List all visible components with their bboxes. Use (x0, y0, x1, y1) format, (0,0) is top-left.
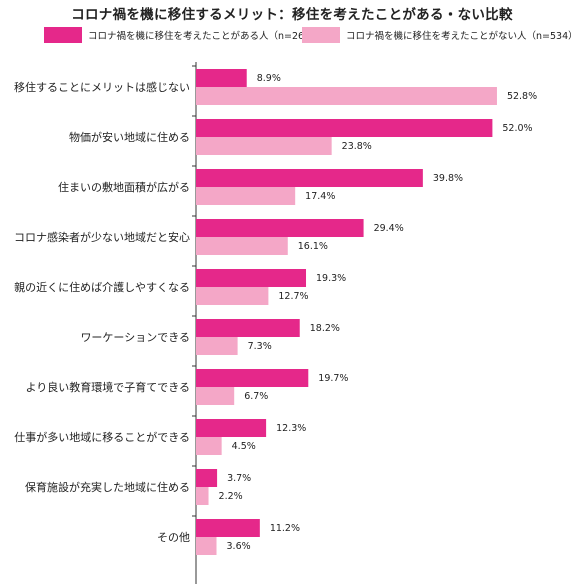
data-label-considered: 3.7% (227, 473, 251, 484)
data-label-considered: 19.3% (316, 273, 346, 284)
category-label: 住まいの敷地面積が広がる (58, 180, 190, 194)
bar-not-considered (196, 237, 288, 255)
legend-swatch-considered (44, 27, 82, 43)
bar-considered (196, 169, 423, 187)
bar-considered (196, 469, 218, 487)
data-label-not-considered: 6.7% (244, 391, 268, 402)
bar-considered (196, 369, 309, 387)
data-label-considered: 12.3% (276, 423, 306, 434)
category-label: その他 (157, 531, 190, 544)
data-label-considered: 29.4% (374, 223, 404, 234)
bar-considered (196, 269, 307, 287)
bar-not-considered (196, 337, 238, 355)
bar-not-considered (196, 87, 497, 105)
legend-label-considered: コロナ禍を機に移住を考えたことがある人（n=269） (88, 31, 320, 42)
category-label: コロナ感染者が少ない地域だと安心 (14, 230, 190, 244)
data-label-considered: 11.2% (270, 523, 300, 534)
data-label-not-considered: 2.2% (219, 491, 243, 502)
bar-not-considered (196, 437, 222, 455)
category-label: ワーケーションできる (80, 331, 190, 344)
bar-not-considered (196, 187, 296, 205)
data-label-considered: 8.9% (257, 73, 281, 84)
data-label-not-considered: 7.3% (248, 341, 272, 352)
legend-label-not-considered: コロナ禍を機に移住を考えたことがない人（n=534） (346, 31, 578, 42)
data-label-not-considered: 12.7% (278, 291, 308, 302)
legend-item-considered: コロナ禍を機に移住を考えたことがある人（n=269） (44, 27, 320, 43)
bar-not-considered (196, 487, 209, 505)
legend-item-not-considered: コロナ禍を機に移住を考えたことがない人（n=534） (302, 27, 578, 43)
data-label-not-considered: 16.1% (298, 241, 328, 252)
category-label: 移住することにメリットは感じない (14, 80, 190, 94)
data-label-considered: 19.7% (318, 373, 348, 384)
bar-considered (196, 319, 300, 337)
bar-considered (196, 219, 364, 237)
category-label: より良い教育環境で子育てできる (25, 380, 190, 394)
data-label-not-considered: 23.8% (342, 141, 372, 152)
bar-not-considered (196, 287, 269, 305)
category-label: 親の近くに住めば介護しやすくなる (14, 280, 190, 294)
bar-considered (196, 69, 247, 87)
category-label: 仕事が多い地域に移ることができる (14, 430, 190, 444)
data-label-not-considered: 4.5% (232, 441, 256, 452)
bar-considered (196, 419, 267, 437)
bar-not-considered (196, 537, 217, 555)
data-label-not-considered: 52.8% (507, 91, 537, 102)
data-label-considered: 39.8% (433, 173, 463, 184)
bar-not-considered (196, 387, 235, 405)
category-label: 物価が安い地域に住める (69, 130, 190, 144)
data-label-not-considered: 3.6% (227, 541, 251, 552)
bar-considered (196, 119, 493, 137)
bar-not-considered (196, 137, 332, 155)
data-label-considered: 52.0% (502, 123, 532, 134)
category-label: 保育施設が充実した地域に住める (25, 480, 190, 494)
data-label-considered: 18.2% (310, 323, 340, 334)
bar-considered (196, 519, 260, 537)
legend-swatch-not-considered (302, 27, 340, 43)
chart-title: コロナ禍を機に移住するメリット：移住を考えたことがある・ない比較 (71, 7, 513, 23)
data-label-not-considered: 17.4% (305, 191, 335, 202)
